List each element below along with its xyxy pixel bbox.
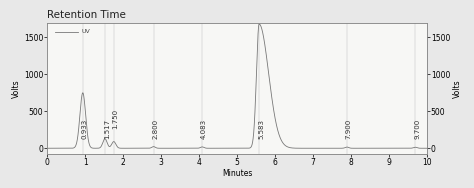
Text: 2.800: 2.800: [153, 118, 158, 139]
X-axis label: Minutes: Minutes: [222, 169, 252, 178]
Text: 4.083: 4.083: [201, 118, 207, 139]
Text: 7.900: 7.900: [346, 118, 352, 139]
Text: 1.517: 1.517: [104, 118, 110, 139]
Y-axis label: Volts: Volts: [12, 79, 21, 98]
Text: 0.933: 0.933: [82, 118, 88, 139]
Text: UV: UV: [82, 29, 90, 34]
Text: 5.583: 5.583: [258, 119, 264, 139]
Y-axis label: Volts: Volts: [453, 79, 462, 98]
Text: 1.750: 1.750: [113, 109, 118, 129]
Text: Retention Time: Retention Time: [47, 10, 126, 20]
Text: 9.700: 9.700: [414, 118, 420, 139]
